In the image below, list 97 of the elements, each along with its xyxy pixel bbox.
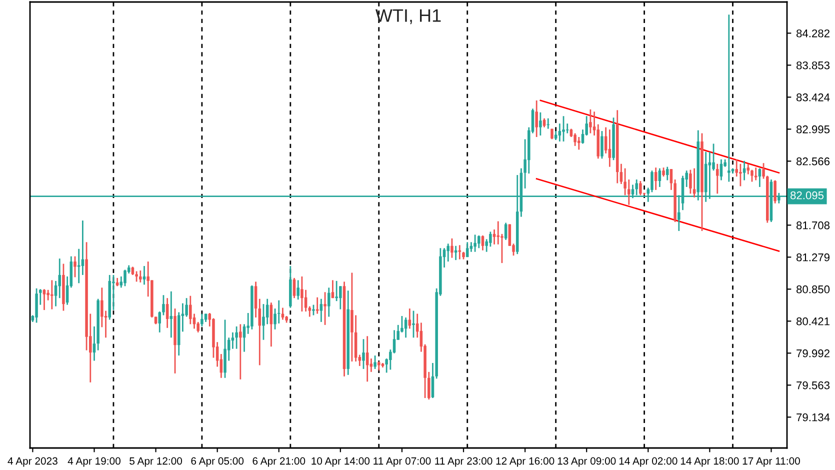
x-tick-label: 10 Apr 14:00 bbox=[312, 457, 370, 467]
candlestick bbox=[608, 128, 612, 168]
y-tick-label: 81.708 bbox=[796, 221, 830, 230]
x-tick-label: 6 Apr 05:00 bbox=[191, 457, 244, 467]
x-tick-label: 17 Apr 11:00 bbox=[742, 457, 800, 467]
y-tick-label: 83.853 bbox=[796, 61, 830, 70]
candlestick bbox=[774, 180, 776, 204]
y-tick-label: 80.850 bbox=[796, 285, 830, 294]
y-tick-label: 80.421 bbox=[796, 317, 830, 326]
candlestick bbox=[562, 115, 565, 142]
candlestick bbox=[239, 324, 242, 380]
candlestick bbox=[478, 234, 480, 249]
candlestick bbox=[600, 130, 604, 160]
x-tick-label: 12 Apr 16:00 bbox=[496, 457, 554, 467]
candlestick bbox=[492, 228, 496, 246]
candlestick bbox=[231, 332, 234, 350]
candlestick bbox=[658, 168, 662, 188]
chart-title: WTI, H1 bbox=[375, 9, 441, 24]
candlestick bbox=[124, 269, 126, 287]
x-tick-label: 14 Apr 02:00 bbox=[619, 457, 678, 467]
candlestick bbox=[308, 306, 312, 318]
candlestick bbox=[578, 136, 580, 150]
ref-line-label: 82.095 bbox=[790, 191, 824, 200]
x-tick-label: 13 Apr 09:00 bbox=[558, 457, 616, 467]
candlestick bbox=[574, 132, 576, 147]
y-tick-label: 82.566 bbox=[796, 157, 830, 166]
y-tick-label: 84.282 bbox=[796, 29, 830, 38]
candlestick bbox=[450, 238, 454, 259]
candlestick bbox=[639, 180, 642, 196]
x-tick-label: 4 Apr 19:00 bbox=[68, 457, 120, 467]
candlestick bbox=[470, 241, 473, 253]
candlestick bbox=[566, 122, 569, 134]
candlestick bbox=[742, 160, 746, 181]
candlestick bbox=[331, 279, 334, 299]
y-tick-label: 82.995 bbox=[796, 125, 830, 134]
y-tick-label: 79.563 bbox=[796, 381, 830, 390]
candlestick bbox=[408, 308, 412, 330]
candlestick bbox=[666, 166, 669, 181]
candlestick bbox=[746, 163, 750, 175]
candlestick bbox=[716, 163, 719, 194]
x-tick-label: 11 Apr 07:00 bbox=[374, 457, 431, 467]
candlestick bbox=[404, 316, 408, 338]
candlestick bbox=[728, 14, 730, 182]
candlestick bbox=[292, 277, 296, 299]
candlestick bbox=[304, 289, 308, 312]
candlestick bbox=[200, 313, 204, 328]
candlestick bbox=[296, 279, 300, 300]
candlestick bbox=[654, 166, 658, 191]
x-tick-label: 6 Apr 21:00 bbox=[252, 457, 306, 467]
candlestick bbox=[189, 295, 192, 325]
candlestick bbox=[481, 234, 484, 252]
y-tick-label: 79.134 bbox=[796, 413, 830, 422]
candlestick bbox=[466, 241, 469, 258]
candlestick bbox=[692, 168, 696, 198]
x-tick-label: 11 Apr 23:00 bbox=[435, 457, 492, 467]
y-tick-label: 81.279 bbox=[796, 253, 830, 262]
candlestick bbox=[496, 220, 500, 246]
candlestick bbox=[589, 108, 592, 134]
candlestick bbox=[327, 286, 330, 318]
x-tick-label: 14 Apr 18:00 bbox=[680, 457, 739, 467]
candlestick bbox=[254, 280, 258, 318]
candlestick bbox=[374, 354, 376, 370]
candlestick bbox=[312, 304, 315, 316]
candlestick bbox=[535, 100, 538, 138]
candlestick bbox=[300, 276, 304, 312]
candlestick bbox=[135, 270, 138, 282]
candlestick bbox=[335, 280, 338, 302]
candlestick bbox=[235, 326, 238, 350]
candlestick bbox=[166, 297, 169, 329]
candlestick bbox=[224, 319, 226, 379]
candlestick bbox=[42, 288, 46, 311]
candlestick bbox=[758, 168, 762, 188]
y-tick-label: 83.424 bbox=[796, 93, 830, 102]
candlestick bbox=[735, 158, 738, 178]
candlestick bbox=[362, 338, 365, 370]
x-tick-label: 4 Apr 2023 bbox=[8, 457, 58, 467]
candlestick bbox=[139, 270, 142, 284]
candlestick bbox=[739, 163, 742, 187]
candlestick bbox=[262, 303, 265, 341]
candlestick bbox=[689, 169, 692, 194]
candlestick bbox=[339, 285, 342, 310]
candlestick bbox=[50, 279, 54, 310]
candlestick bbox=[474, 234, 476, 253]
candlestick bbox=[170, 290, 173, 338]
candlestick bbox=[277, 300, 280, 324]
candlestick bbox=[412, 310, 415, 338]
y-tick-label: 79.992 bbox=[796, 349, 830, 358]
x-tick-label: 5 Apr 12:00 bbox=[130, 457, 182, 467]
candlestick bbox=[320, 298, 323, 323]
candlestick bbox=[35, 288, 38, 324]
candlestick bbox=[142, 265, 146, 286]
candlestick bbox=[604, 126, 608, 154]
candlestick bbox=[324, 291, 326, 326]
candlestick bbox=[74, 256, 76, 278]
candlestick bbox=[539, 112, 542, 136]
candlestick bbox=[558, 122, 562, 142]
candlestick bbox=[350, 272, 354, 362]
